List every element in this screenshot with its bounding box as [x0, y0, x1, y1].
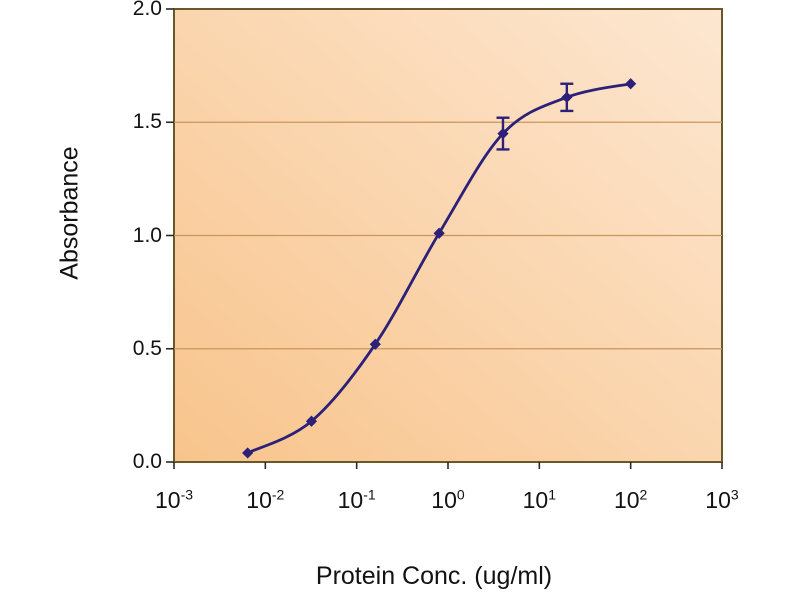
- x-tick-label: 101: [522, 486, 557, 513]
- y-tick-label: 0.0: [132, 450, 162, 473]
- x-tick-label: 100: [431, 486, 465, 513]
- x-tick-label: 10-2: [246, 486, 285, 513]
- y-tick-label: 1.0: [132, 223, 162, 247]
- plot-area: [166, 8, 723, 469]
- x-tick-label: 10-1: [337, 486, 376, 513]
- y-axis-title: Absorbance: [55, 146, 84, 280]
- x-tick-label: 10-3: [154, 486, 194, 513]
- x-axis-title: Protein Conc. (ug/ml): [315, 562, 553, 590]
- x-tick-label: 102: [613, 486, 648, 513]
- axis-tick-marks: [166, 8, 723, 469]
- data-point-markers: [242, 78, 637, 459]
- y-tick-label: 1.5: [132, 110, 162, 134]
- y-tick-label: 0.5: [132, 336, 162, 360]
- gridlines: [174, 121, 722, 350]
- x-tick-label: 103: [705, 486, 739, 513]
- y-tick-label: 2.0: [132, 0, 162, 20]
